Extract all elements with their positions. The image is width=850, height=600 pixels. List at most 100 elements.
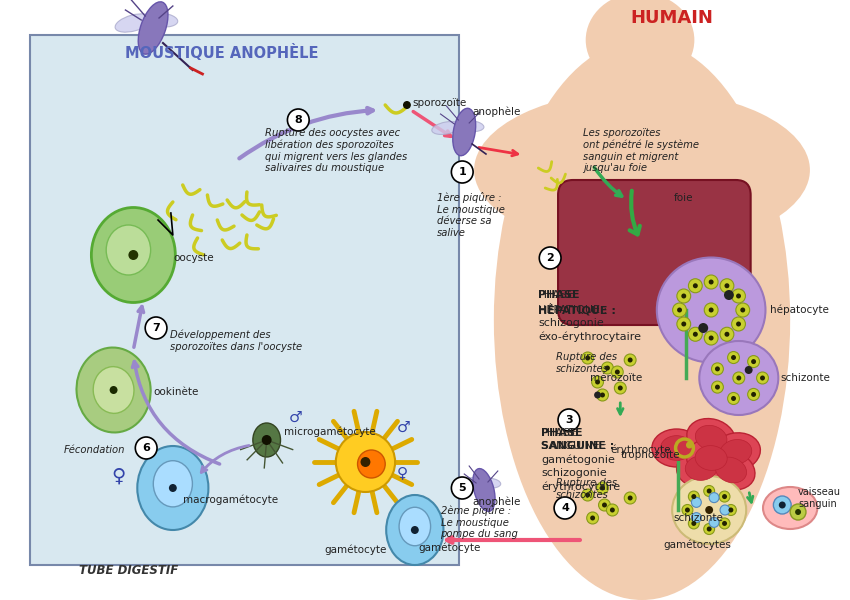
Circle shape [600, 485, 605, 491]
Text: 1: 1 [458, 167, 466, 177]
Text: 8: 8 [294, 115, 302, 125]
Circle shape [706, 488, 711, 493]
Text: foie: foie [673, 193, 693, 203]
Circle shape [336, 432, 395, 492]
Circle shape [581, 489, 593, 501]
Ellipse shape [457, 477, 481, 491]
Circle shape [731, 396, 736, 401]
Circle shape [605, 365, 610, 370]
Text: anophèle: anophèle [472, 107, 520, 117]
Circle shape [677, 307, 682, 313]
Circle shape [627, 496, 632, 500]
Ellipse shape [695, 425, 727, 451]
Circle shape [736, 303, 750, 317]
Circle shape [358, 450, 385, 478]
Circle shape [688, 518, 700, 529]
Text: PHASE
HÉPATIQUE :
schizogonie
éxo-érythrocytaire: PHASE HÉPATIQUE : schizogonie éxo-érythr… [538, 290, 641, 341]
Text: ♂: ♂ [288, 410, 302, 425]
Text: 2: 2 [547, 253, 554, 263]
Text: 7: 7 [152, 323, 160, 333]
Circle shape [699, 323, 708, 333]
Ellipse shape [707, 450, 755, 490]
Text: sporozoïte: sporozoïte [413, 98, 468, 108]
Circle shape [128, 250, 139, 260]
Ellipse shape [711, 433, 761, 471]
Ellipse shape [477, 478, 501, 488]
Text: ♀: ♀ [111, 467, 126, 486]
Text: ♂: ♂ [397, 420, 411, 435]
Circle shape [585, 355, 590, 361]
Circle shape [691, 494, 696, 499]
Ellipse shape [138, 446, 208, 530]
Circle shape [693, 283, 698, 288]
Text: 1ère piqûre :
Le moustique
déverse sa
salive: 1ère piqûre : Le moustique déverse sa sa… [437, 192, 504, 238]
Circle shape [691, 512, 701, 523]
Circle shape [262, 435, 272, 445]
Circle shape [748, 356, 760, 368]
Text: 2ème piqûre :
Le moustique
pompe du sang: 2ème piqûre : Le moustique pompe du sang [440, 505, 518, 539]
Text: ookinète: ookinète [153, 387, 198, 397]
Circle shape [411, 526, 419, 534]
Circle shape [724, 290, 734, 300]
Circle shape [682, 505, 693, 515]
Text: hépatocyte: hépatocyte [770, 305, 830, 315]
Circle shape [451, 477, 473, 499]
Circle shape [725, 505, 736, 515]
Circle shape [602, 503, 607, 508]
Ellipse shape [687, 419, 735, 457]
Circle shape [688, 491, 700, 502]
Text: Fécondation: Fécondation [65, 445, 126, 455]
Circle shape [627, 358, 632, 362]
Ellipse shape [700, 341, 779, 415]
Text: schizonte: schizonte [780, 373, 830, 383]
Ellipse shape [657, 257, 766, 362]
Circle shape [581, 352, 593, 364]
Ellipse shape [456, 121, 484, 131]
Text: gamétocyte: gamétocyte [419, 543, 481, 553]
Circle shape [711, 363, 723, 375]
Ellipse shape [91, 208, 175, 302]
Circle shape [677, 317, 691, 331]
Ellipse shape [139, 2, 168, 54]
Circle shape [539, 247, 561, 269]
Text: anophèle: anophèle [472, 497, 520, 507]
Circle shape [705, 331, 718, 345]
Circle shape [704, 523, 715, 535]
Circle shape [691, 521, 696, 526]
Text: oocyste: oocyste [174, 253, 214, 263]
Circle shape [709, 307, 714, 313]
Ellipse shape [386, 495, 444, 565]
Circle shape [760, 376, 765, 380]
Circle shape [795, 509, 801, 515]
Circle shape [590, 515, 595, 520]
Circle shape [554, 497, 575, 519]
Ellipse shape [715, 457, 746, 483]
Circle shape [709, 335, 714, 340]
Circle shape [736, 376, 741, 380]
Circle shape [736, 322, 741, 326]
Circle shape [705, 275, 718, 289]
Circle shape [169, 484, 177, 492]
Circle shape [598, 499, 610, 511]
Circle shape [597, 389, 609, 401]
Circle shape [693, 332, 698, 337]
Circle shape [706, 506, 713, 514]
Circle shape [606, 504, 618, 516]
Circle shape [720, 327, 734, 341]
Circle shape [779, 502, 785, 509]
Ellipse shape [677, 449, 726, 487]
Text: schizonte: schizonte [673, 513, 723, 523]
Circle shape [745, 366, 752, 374]
Circle shape [611, 366, 623, 378]
Circle shape [403, 101, 411, 109]
Circle shape [715, 367, 720, 371]
Ellipse shape [494, 40, 790, 600]
Circle shape [451, 161, 473, 183]
Text: Rupture des oocystes avec
libération des sporozoïtes
qui migrent vers les glande: Rupture des oocystes avec libération des… [264, 128, 407, 173]
Text: MOUSTIQUE ANOPHÈLE: MOUSTIQUE ANOPHÈLE [126, 43, 319, 61]
FancyBboxPatch shape [558, 180, 751, 325]
Circle shape [688, 279, 702, 293]
Text: vaisseau
sanguin: vaisseau sanguin [798, 487, 841, 509]
Text: ♀: ♀ [397, 465, 408, 480]
Text: HUMAIN: HUMAIN [630, 9, 713, 27]
